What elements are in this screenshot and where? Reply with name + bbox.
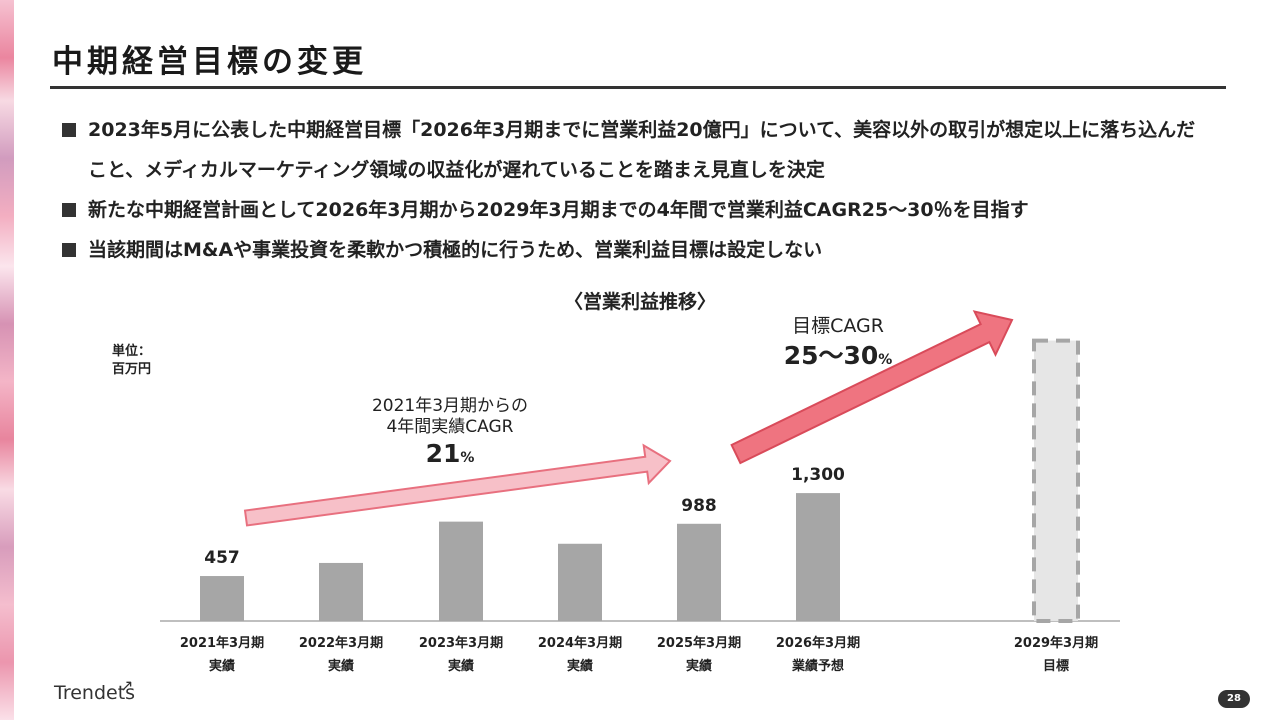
x-tick-label: 2026年3月期	[776, 635, 860, 651]
bullet-item: 当該期間はM&Aや事業投資を柔軟かつ積極的に行うため、営業利益目標は設定しない	[62, 230, 1222, 270]
x-tick-label: 業績予想	[791, 658, 844, 674]
x-tick-label: 実績	[328, 658, 354, 674]
logo-arrow-icon: ↗	[120, 676, 134, 695]
x-tick-label: 2021年3月期	[180, 635, 264, 651]
bar	[558, 543, 602, 621]
chart-title: 〈営業利益推移〉	[564, 290, 716, 313]
bullet-item: 2023年5月に公表した中期経営目標「2026年3月期までに営業利益20億円」に…	[62, 110, 1222, 190]
bar	[319, 562, 363, 621]
x-tick-label: 実績	[686, 658, 712, 674]
target-cagr-value: 25～30%	[784, 341, 893, 370]
bullet-list: 2023年5月に公表した中期経営目標「2026年3月期までに営業利益20億円」に…	[62, 110, 1222, 270]
x-tick-label: 2029年3月期	[1014, 635, 1098, 651]
operating-profit-chart: 〈営業利益推移〉単位：百万円4572021年3月期実績2022年3月期実績202…	[112, 290, 1120, 674]
company-logo: Trendets	[54, 682, 136, 704]
page-number: 28	[1218, 690, 1250, 708]
past-cagr-value: 21%	[426, 439, 475, 468]
x-tick-label: 2022年3月期	[299, 635, 383, 651]
square-bullet-icon	[62, 123, 76, 137]
decorative-side-strip	[0, 0, 14, 720]
unit-label: 百万円	[112, 362, 151, 377]
x-tick-label: 目標	[1043, 658, 1069, 674]
title-divider	[50, 86, 1226, 89]
bullet-text: 新たな中期経営計画として2026年3月期から2029年3月期までの4年間で営業利…	[88, 199, 1029, 221]
bar-value-label: 457	[204, 548, 240, 568]
target-cagr-label: 目標CAGR	[792, 315, 884, 337]
x-tick-label: 2024年3月期	[538, 635, 622, 651]
square-bullet-icon	[62, 203, 76, 217]
page-title: 中期経営目標の変更	[52, 44, 367, 80]
bar	[677, 523, 721, 621]
x-tick-label: 実績	[209, 658, 235, 674]
x-tick-label: 実績	[448, 658, 474, 674]
unit-label: 単位：	[112, 343, 151, 359]
bullet-text: 2023年5月に公表した中期経営目標「2026年3月期までに営業利益20億円」に…	[88, 119, 1196, 181]
bar-value-label: 1,300	[791, 465, 845, 485]
x-tick-label: 2025年3月期	[657, 635, 741, 651]
target-cagr-arrow	[730, 310, 1014, 465]
bar	[796, 493, 840, 621]
x-tick-label: 2023年3月期	[419, 635, 503, 651]
bullet-text: 当該期間はM&Aや事業投資を柔軟かつ積極的に行うため、営業利益目標は設定しない	[88, 239, 823, 261]
past-cagr-arrow	[243, 443, 672, 527]
past-cagr-label: 2021年3月期からの	[372, 396, 528, 416]
bullet-item: 新たな中期経営計画として2026年3月期から2029年3月期までの4年間で営業利…	[62, 190, 1222, 230]
past-cagr-label: 4年間実績CAGR	[386, 417, 513, 437]
target-bar	[1032, 338, 1080, 624]
bar-value-label: 988	[681, 496, 717, 516]
square-bullet-icon	[62, 243, 76, 257]
x-tick-label: 実績	[567, 658, 593, 674]
bar	[439, 521, 483, 621]
bar	[200, 576, 244, 621]
